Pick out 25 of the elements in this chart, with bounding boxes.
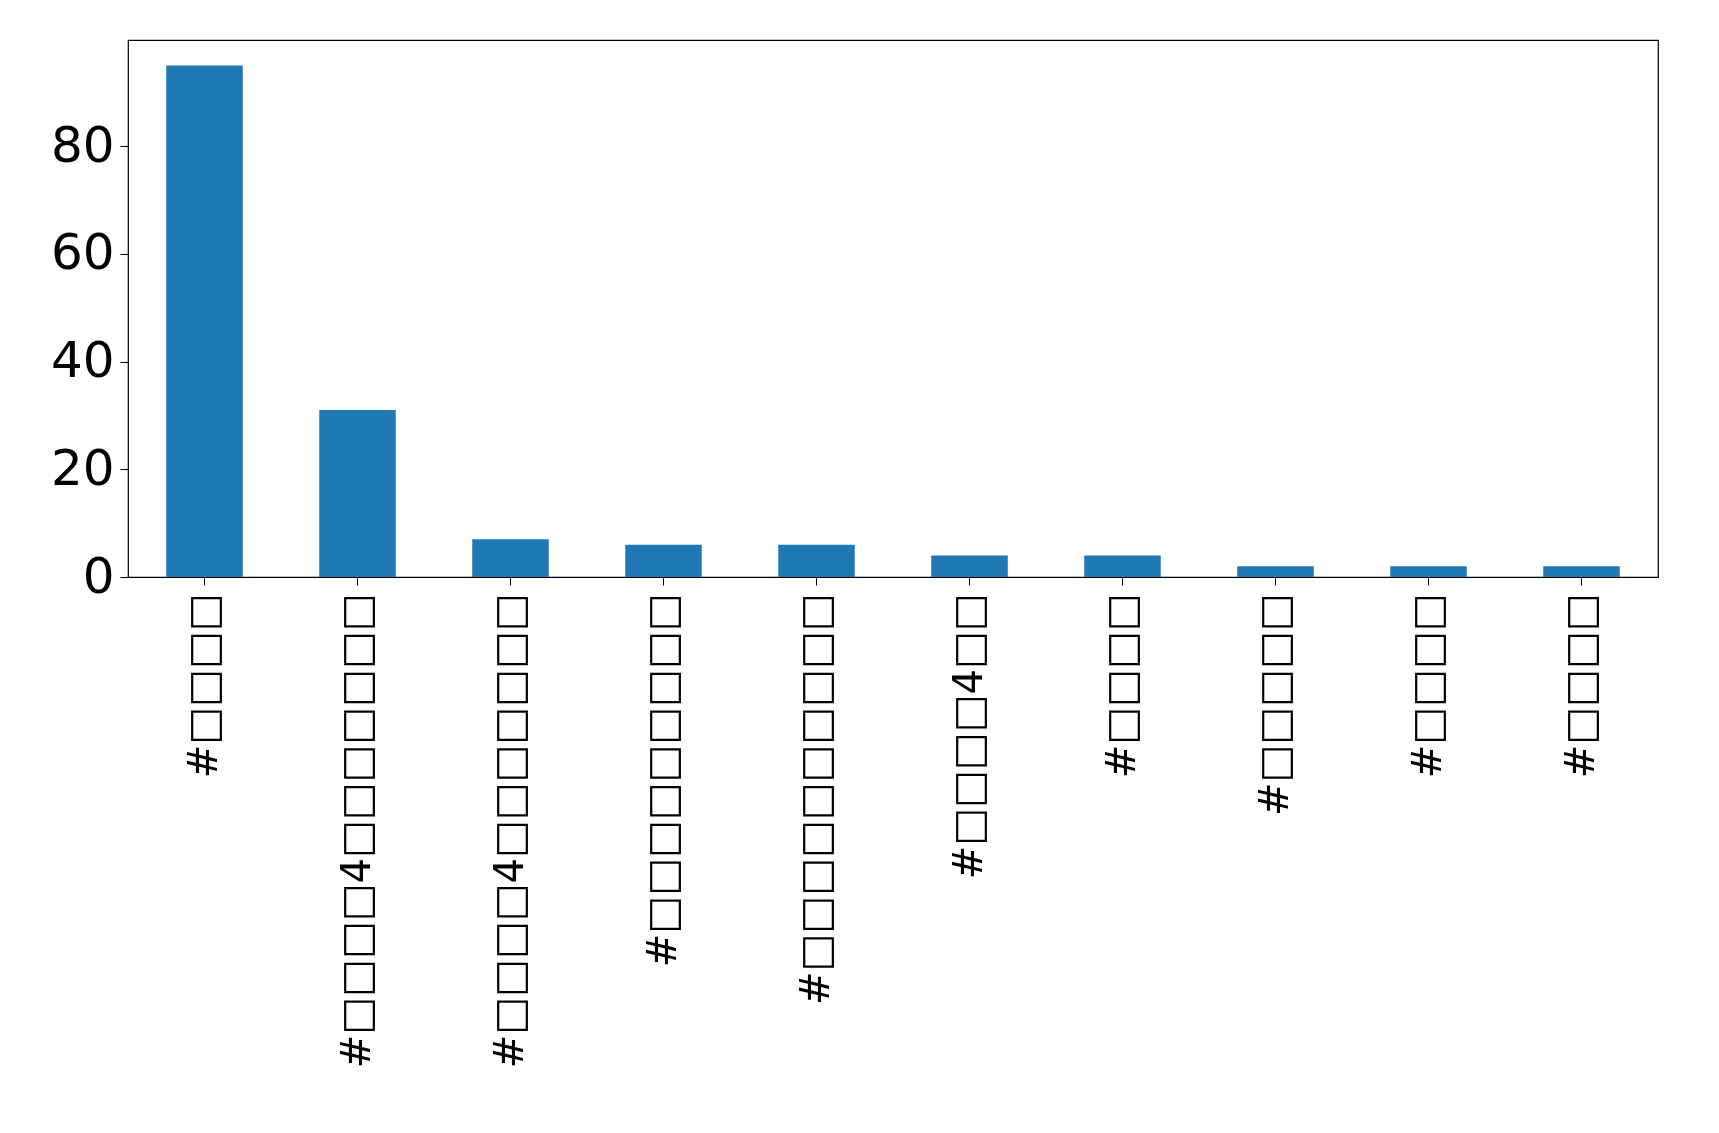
y-tick-label: 20 bbox=[50, 438, 115, 497]
bar bbox=[1390, 566, 1467, 577]
y-tick-label: 80 bbox=[50, 115, 115, 174]
x-tick-label: #□□□□4□□□□□□□ bbox=[332, 593, 379, 1069]
bar bbox=[1237, 566, 1314, 577]
bar bbox=[1543, 566, 1620, 577]
bar bbox=[166, 65, 243, 577]
bar bbox=[778, 544, 855, 577]
x-tick-label: #□□□□ bbox=[1097, 593, 1144, 779]
x-tick-label: #□□□□ bbox=[1556, 593, 1603, 779]
x-tick-label: #□□□□4□□□□□□□ bbox=[485, 593, 532, 1069]
x-tick-label: #□□□□4□□ bbox=[944, 593, 991, 880]
bar bbox=[472, 539, 549, 577]
y-tick-label: 60 bbox=[50, 223, 115, 282]
y-tick-label: 40 bbox=[50, 331, 115, 390]
bar bbox=[931, 555, 1008, 577]
y-tick-label: 0 bbox=[82, 546, 115, 605]
x-tick-label: #□□□□□□□□□ bbox=[638, 593, 685, 968]
x-tick-label: #□□□□□□□□□□ bbox=[791, 593, 838, 1005]
bar bbox=[625, 544, 702, 577]
x-tick-label: #□□□□ bbox=[179, 593, 226, 779]
bar bbox=[1084, 555, 1161, 577]
x-tick-label: #□□□□ bbox=[1403, 593, 1450, 779]
bar bbox=[319, 410, 396, 577]
x-tick-label: #□□□□□ bbox=[1250, 593, 1297, 816]
